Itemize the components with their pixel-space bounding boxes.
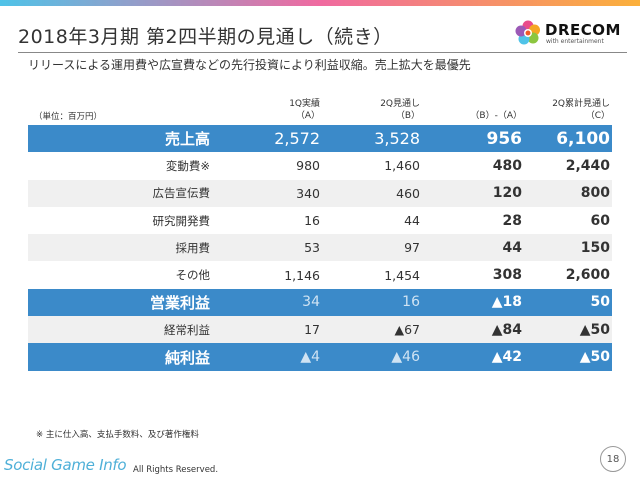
flower-logo-icon: [515, 20, 540, 45]
cell-cumulative: ▲50: [579, 321, 610, 338]
table-row-operating-profit: 営業利益 34 16 ▲18 50: [28, 288, 612, 317]
row-label: 採用費: [175, 240, 211, 255]
forecast-table: （単位：百万円） 1Q実績 （A） 2Q見通し （B） （B）-（A） 2Q累計…: [28, 95, 612, 371]
copyright-text: All Rights Reserved.: [133, 465, 219, 475]
table-header: （単位：百万円） 1Q実績 （A） 2Q見通し （B） （B）-（A） 2Q累計…: [28, 95, 612, 125]
cell-diff: 28: [502, 212, 522, 229]
cell-cumulative: 800: [580, 185, 610, 202]
cell-2q: 16: [402, 294, 420, 311]
drecom-logo: DRECOM with entertainment: [515, 20, 627, 48]
table-row-net-profit: 純利益 ▲4 ▲46 ▲42 ▲50: [28, 343, 612, 371]
row-label: 広告宣伝費: [152, 186, 211, 201]
top-gradient-bar: [0, 0, 640, 6]
table-row-advertising: 広告宣伝費 340 460 120 800: [28, 179, 612, 207]
cell-cumulative: 50: [590, 294, 610, 311]
table-row-recruiting: 採用費 53 97 44 150: [28, 234, 612, 262]
cell-1q: 1,146: [284, 267, 320, 283]
cell-1q: 2,572: [274, 129, 320, 149]
cell-1q: ▲4: [300, 349, 320, 366]
cell-2q: 44: [404, 213, 420, 229]
cell-1q: 340: [296, 185, 320, 201]
cell-cumulative: 60: [590, 212, 610, 229]
row-label: 研究開発費: [152, 213, 211, 228]
row-label: 経常利益: [164, 322, 210, 337]
cell-diff: 480: [492, 157, 522, 174]
cell-2q: 1,454: [384, 267, 420, 283]
cell-cumulative: 2,440: [565, 157, 610, 174]
footnote: ※ 主に仕入高、支払手数料、及び著作権料: [36, 430, 199, 440]
table-row-other: その他 1,146 1,454 308 2,600: [28, 261, 612, 289]
cell-diff: ▲42: [491, 349, 522, 366]
cell-cumulative: 2,600: [565, 267, 610, 284]
table-row-rnd: 研究開発費 16 44 28 60: [28, 206, 612, 235]
row-label: 営業利益: [149, 293, 210, 312]
cell-diff: 956: [486, 128, 523, 149]
page-title: 2018年3月期 第2四半期の見通し（続き）: [18, 26, 393, 48]
table-row-revenue: 売上高 2,572 3,528 956 6,100: [28, 125, 612, 153]
column-header-2q-cumulative: 2Q累計見通し （C）: [552, 99, 610, 121]
cell-cumulative: 6,100: [556, 128, 610, 149]
cell-diff: 120: [492, 185, 522, 202]
row-label: 純利益: [164, 348, 210, 367]
cell-diff: 44: [502, 239, 522, 256]
cell-2q: 97: [404, 240, 420, 256]
title-divider: [18, 52, 627, 53]
logo-tagline: with entertainment: [546, 38, 604, 45]
column-header-2q: 2Q見通し （B）: [380, 99, 420, 121]
column-header-1q: 1Q実績 （A）: [289, 99, 320, 121]
row-label: 変動費※: [165, 158, 210, 173]
logo-brand: DRECOM: [545, 21, 621, 39]
cell-cumulative: 150: [580, 239, 610, 256]
cell-1q: 980: [296, 158, 320, 174]
row-label: 売上高: [164, 130, 210, 149]
column-header-diff: （B）-（A）: [470, 111, 522, 121]
row-label: その他: [175, 268, 211, 283]
unit-label: （単位：百万円）: [34, 112, 103, 122]
cell-diff: ▲18: [491, 294, 522, 311]
table-row-ordinary-profit: 経常利益 17 ▲67 ▲84 ▲50: [28, 316, 612, 344]
cell-1q: 17: [304, 322, 320, 338]
cell-diff: 308: [492, 267, 522, 284]
cell-1q: 34: [302, 294, 320, 311]
cell-2q: ▲67: [394, 322, 420, 338]
cell-2q: 460: [396, 185, 420, 201]
cell-2q: 1,460: [384, 158, 420, 174]
cell-cumulative: ▲50: [579, 349, 610, 366]
table-row-variable-cost: 変動費※ 980 1,460 480 2,440: [28, 152, 612, 180]
cell-diff: ▲84: [491, 321, 522, 338]
cell-2q: ▲46: [391, 349, 420, 366]
page-subtitle: リリースによる運用費や広宣費などの先行投資により利益収縮。売上拡大を最優先: [28, 58, 471, 72]
cell-1q: 16: [304, 213, 320, 229]
cell-2q: 3,528: [374, 129, 420, 149]
page-number: 18: [600, 446, 626, 472]
watermark-logo: Social Game Info: [4, 456, 127, 474]
cell-1q: 53: [304, 240, 320, 256]
